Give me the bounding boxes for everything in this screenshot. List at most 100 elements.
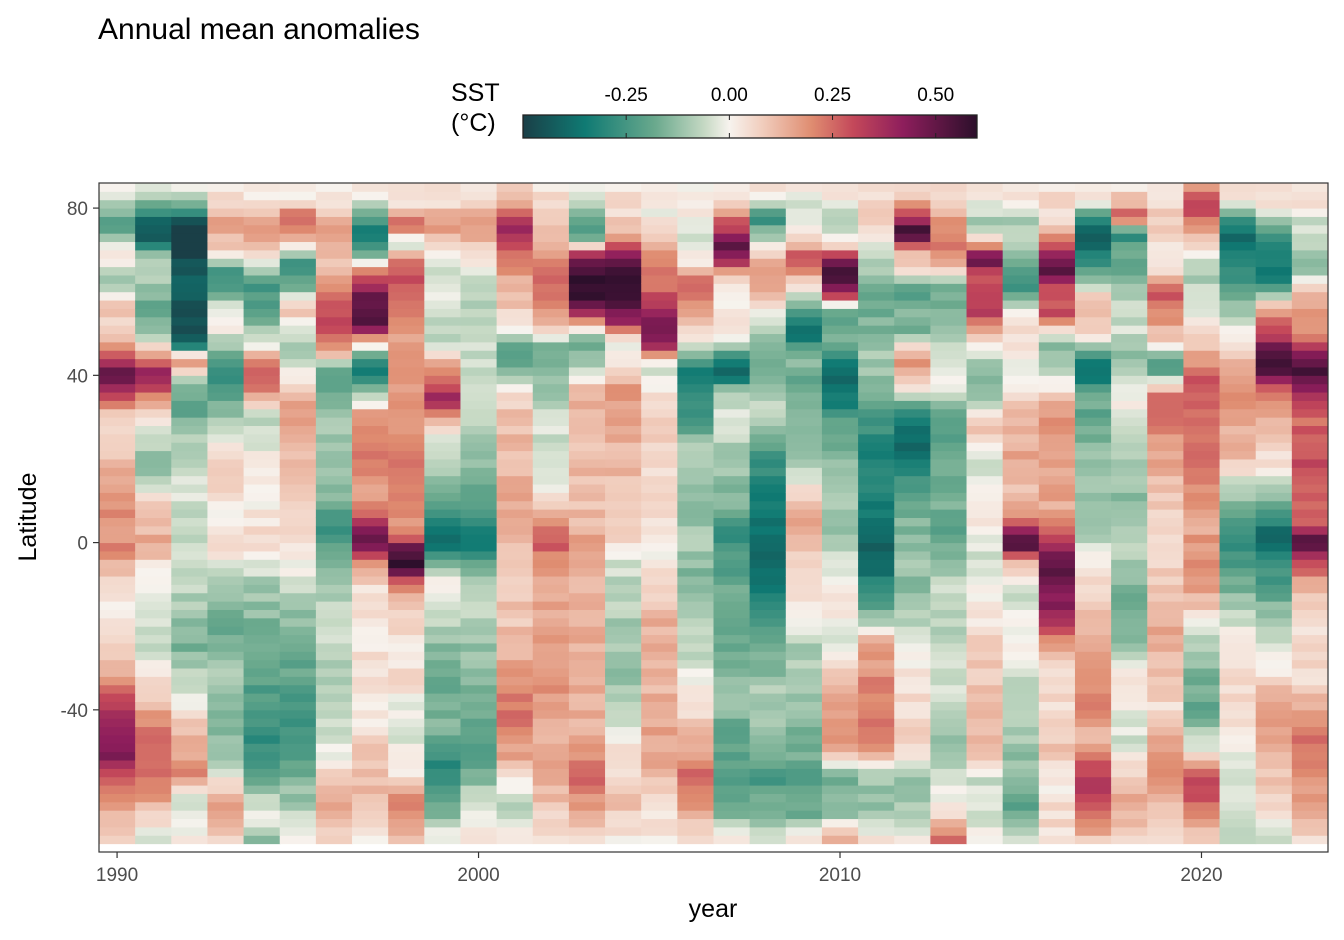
heatmap-cell — [1074, 550, 1112, 560]
heatmap-cell — [785, 793, 823, 803]
heatmap-cell — [568, 500, 606, 510]
heatmap-cell — [894, 835, 931, 845]
heatmap-cell — [677, 534, 715, 544]
heatmap-cell — [1111, 283, 1148, 293]
heatmap-cell — [135, 350, 172, 360]
heatmap-cell — [279, 291, 317, 301]
heatmap-cell — [713, 241, 751, 251]
heatmap-cell — [279, 350, 317, 360]
heatmap-cell — [388, 542, 425, 552]
heatmap-cell — [1147, 383, 1185, 393]
heatmap-cell — [315, 559, 353, 569]
heatmap-cell — [1255, 316, 1293, 326]
heatmap-cell — [279, 191, 317, 201]
heatmap-cell — [1038, 517, 1076, 527]
heatmap-cell — [388, 810, 425, 820]
heatmap-cell — [424, 509, 462, 518]
heatmap-cell — [1183, 316, 1221, 326]
heatmap-cell — [1291, 458, 1328, 468]
heatmap-cell — [1255, 484, 1293, 493]
heatmap-cell — [1219, 801, 1257, 811]
heatmap-cell — [1255, 183, 1293, 192]
heatmap-cell — [352, 525, 389, 535]
heatmap-cell — [858, 199, 895, 209]
heatmap-cell — [171, 492, 209, 502]
heatmap-cell — [135, 651, 172, 661]
heatmap-cell — [460, 258, 498, 268]
heatmap-cell — [966, 550, 1004, 560]
heatmap-cell — [894, 818, 931, 828]
heatmap-cell — [496, 826, 534, 836]
heatmap-cell — [279, 458, 317, 468]
heatmap-cell — [496, 509, 534, 518]
heatmap-cell — [641, 300, 678, 309]
heatmap-cell — [568, 818, 606, 828]
heatmap-cell — [315, 668, 353, 677]
heatmap-cell — [279, 333, 317, 343]
heatmap-cell — [930, 559, 968, 569]
heatmap-cell — [821, 760, 859, 769]
heatmap-cell — [460, 308, 498, 318]
heatmap-cell — [388, 183, 425, 192]
heatmap-cell — [858, 826, 895, 836]
heatmap-cell — [279, 224, 317, 234]
heatmap-cell — [279, 274, 317, 284]
heatmap-cell — [1255, 793, 1293, 803]
heatmap-cell — [894, 601, 931, 610]
heatmap-cell — [1291, 509, 1328, 518]
heatmap-cell — [785, 375, 823, 385]
heatmap-cell — [1074, 316, 1112, 326]
heatmap-cell — [749, 760, 787, 769]
heatmap-cell — [352, 233, 389, 243]
y-tick-label: -40 — [61, 701, 88, 722]
heatmap-cell — [424, 316, 462, 326]
heatmap-cell — [785, 333, 823, 343]
heatmap-cell — [352, 417, 389, 427]
heatmap-cell — [568, 760, 606, 769]
heatmap-cell — [1291, 626, 1328, 636]
heatmap-cell — [99, 793, 136, 803]
heatmap-cell — [460, 216, 498, 226]
heatmap-cell — [315, 718, 353, 728]
heatmap-cell — [894, 651, 931, 661]
heatmap-cell — [966, 408, 1004, 418]
heatmap-cell — [749, 734, 787, 744]
heatmap-cell — [1291, 634, 1328, 644]
heatmap-cell — [894, 617, 931, 627]
heatmap-cell — [315, 417, 353, 427]
heatmap-cell — [1111, 617, 1148, 627]
heatmap-cell — [858, 651, 895, 661]
heatmap-cell — [966, 818, 1004, 828]
heatmap-cell — [677, 626, 715, 636]
heatmap-cell — [135, 375, 172, 385]
heatmap-cell — [1111, 500, 1148, 510]
heatmap-cell — [1183, 266, 1221, 276]
heatmap-cell — [424, 626, 462, 636]
heatmap-cell — [1002, 325, 1040, 335]
heatmap-cell — [243, 801, 281, 811]
heatmap-cell — [605, 534, 642, 544]
heatmap-cell — [677, 366, 715, 376]
heatmap-cell — [641, 366, 678, 376]
heatmap-cell — [966, 517, 1004, 527]
heatmap-cell — [1183, 776, 1221, 786]
heatmap-cell — [207, 734, 245, 744]
heatmap-cell — [1255, 726, 1293, 736]
heatmap-cell — [605, 300, 642, 309]
heatmap-cell — [460, 642, 498, 652]
heatmap-cell — [1111, 350, 1148, 360]
heatmap-cell — [677, 634, 715, 644]
heatmap-cell — [1147, 542, 1185, 552]
heatmap-cell — [1074, 668, 1112, 677]
heatmap-cell — [532, 258, 570, 268]
heatmap-cell — [821, 684, 859, 694]
heatmap-cell — [1291, 325, 1328, 335]
heatmap-cell — [135, 668, 172, 677]
heatmap-cell — [279, 818, 317, 828]
heatmap-cell — [1147, 810, 1185, 820]
heatmap-cell — [99, 433, 136, 443]
heatmap-cell — [207, 458, 245, 468]
heatmap-cell — [315, 826, 353, 836]
heatmap-cell — [171, 199, 209, 209]
heatmap-cell — [858, 734, 895, 744]
